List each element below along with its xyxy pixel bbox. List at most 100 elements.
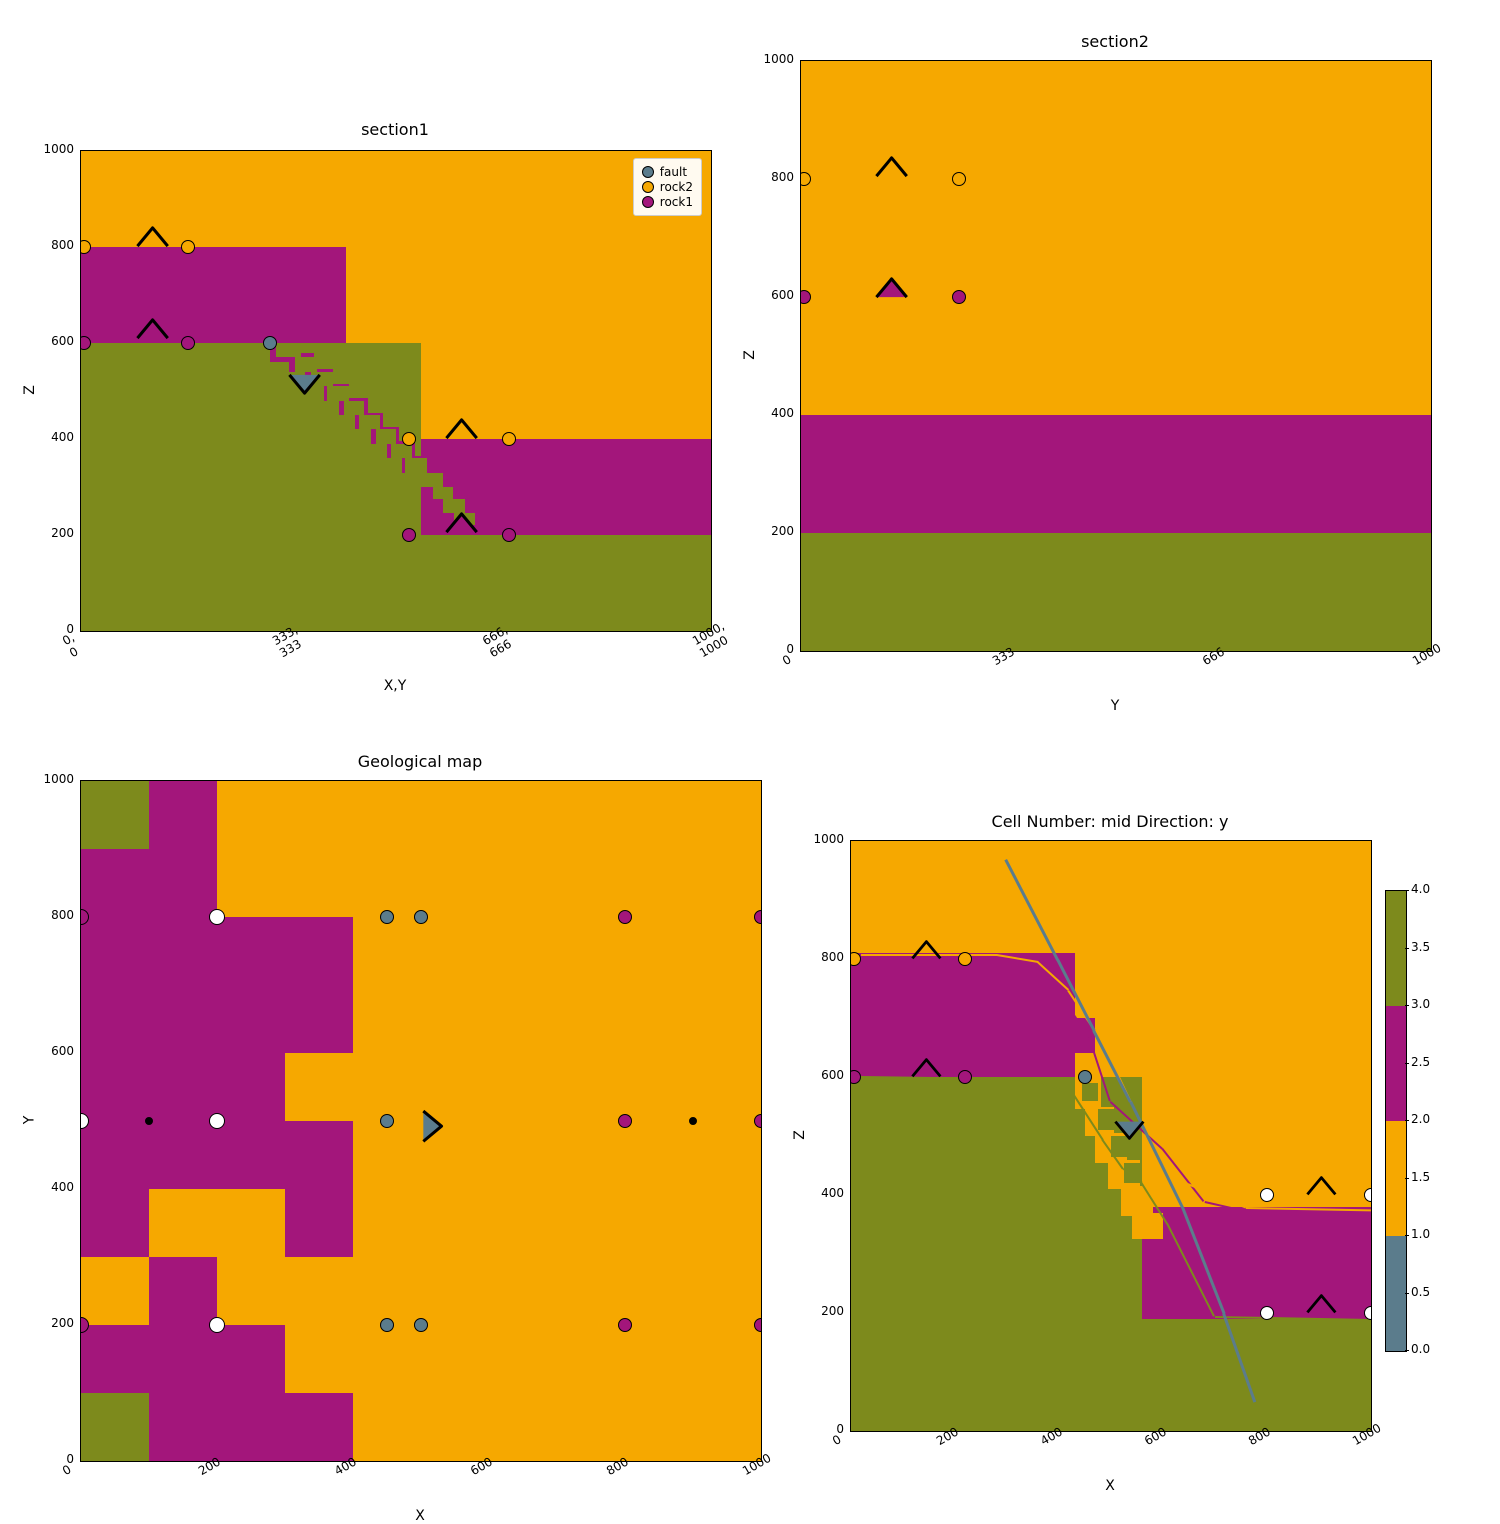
data-marker <box>209 1113 225 1129</box>
color-region <box>149 1189 285 1257</box>
section2-xlabel: Y <box>800 698 1430 714</box>
data-marker <box>209 1317 225 1333</box>
data-marker <box>1078 1070 1092 1084</box>
data-marker <box>800 172 811 186</box>
colorbar-tick-mark <box>1405 1235 1409 1236</box>
legend-label: fault <box>660 165 687 179</box>
data-marker <box>380 910 394 924</box>
legend-label: rock1 <box>660 195 693 209</box>
cellmid-title: Cell Number: mid Direction: y <box>850 812 1370 831</box>
color-region <box>285 1325 353 1393</box>
color-region <box>81 781 149 849</box>
section1-ytick: 600 <box>51 334 74 348</box>
cellmid-ytick: 400 <box>821 1186 844 1200</box>
color-region <box>217 781 353 917</box>
legend-item: rock1 <box>642 195 693 209</box>
data-marker <box>958 952 972 966</box>
colorbar-tick: 3.0 <box>1411 997 1430 1011</box>
data-marker <box>1364 1306 1372 1320</box>
data-marker <box>209 909 225 925</box>
colorbar-segment <box>1386 1121 1406 1236</box>
geomap-ytick: 400 <box>51 1180 74 1194</box>
section2-ytick: 1000 <box>763 52 794 66</box>
orientation-marker <box>874 275 905 301</box>
section1-ytick: 400 <box>51 430 74 444</box>
colorbar-tick-mark <box>1405 1120 1409 1121</box>
section1-legend: faultrock2rock1 <box>633 158 702 216</box>
colorbar-tick: 1.5 <box>1411 1170 1430 1184</box>
colorbar-tick: 2.0 <box>1411 1112 1430 1126</box>
data-marker <box>1260 1188 1274 1202</box>
section1-ytick: 800 <box>51 238 74 252</box>
legend-marker-icon <box>642 166 654 178</box>
section1-title: section1 <box>80 120 710 139</box>
data-marker <box>181 240 195 254</box>
section1-xlabel: X,Y <box>80 678 710 694</box>
colorbar-segment <box>1386 891 1406 1006</box>
data-marker <box>380 1318 394 1332</box>
orientation-marker <box>286 371 317 397</box>
colorbar-tick-mark <box>1405 1350 1409 1351</box>
data-marker <box>502 528 516 542</box>
section1-ytick: 200 <box>51 526 74 540</box>
orientation-marker <box>909 938 938 962</box>
data-marker <box>380 1114 394 1128</box>
section2-ytick: 800 <box>771 170 794 184</box>
color-region <box>421 473 443 487</box>
cellmid-xlabel: X <box>850 1478 1370 1494</box>
data-marker <box>754 910 762 924</box>
cellmid-plot <box>850 840 1372 1432</box>
color-region <box>353 781 761 1461</box>
section2-ytick: 400 <box>771 406 794 420</box>
data-marker <box>414 910 428 924</box>
section2-ytick: 200 <box>771 524 794 538</box>
color-region <box>295 357 317 371</box>
orientation-marker <box>909 1056 938 1080</box>
data-marker <box>952 172 966 186</box>
legend-marker-icon <box>642 181 654 193</box>
cellmid-ytick: 800 <box>821 950 844 964</box>
geomap-ylabel: Y <box>21 1116 37 1125</box>
section1-xtick: 0, 0 <box>60 630 84 660</box>
data-marker <box>1364 1188 1372 1202</box>
data-marker <box>952 290 966 304</box>
color-region <box>81 247 346 343</box>
colorbar-tick: 3.5 <box>1411 940 1430 954</box>
colorbar-tick-mark <box>1405 1293 1409 1294</box>
orientation-marker <box>443 416 474 442</box>
color-region <box>801 415 1431 533</box>
cellmid-ytick: 1000 <box>813 832 844 846</box>
orientation-marker <box>1305 1292 1334 1316</box>
orientation-marker <box>419 1108 450 1134</box>
color-region <box>1082 1083 1098 1101</box>
data-marker <box>754 1318 762 1332</box>
color-region <box>801 533 1431 651</box>
orientation-marker <box>1305 1174 1334 1198</box>
colorbar-tick: 2.5 <box>1411 1055 1430 1069</box>
colorbar-tick: 4.0 <box>1411 882 1430 896</box>
colorbar-tick-mark <box>1405 948 1409 949</box>
data-marker <box>402 432 416 446</box>
legend-label: rock2 <box>660 180 693 194</box>
orientation-marker <box>1112 1118 1141 1142</box>
colorbar-tick: 1.0 <box>1411 1227 1430 1241</box>
geomap-title: Geological map <box>80 752 760 771</box>
legend-marker-icon <box>642 196 654 208</box>
section1-plot <box>80 150 712 632</box>
geomap-ytick: 1000 <box>43 772 74 786</box>
orientation-marker <box>443 510 474 536</box>
color-region <box>359 415 380 429</box>
color-region <box>285 1053 353 1121</box>
colorbar-tick: 0.0 <box>1411 1342 1430 1356</box>
data-marker <box>618 1318 632 1332</box>
data-marker <box>402 528 416 542</box>
orientation-marker <box>135 316 166 342</box>
colorbar-tick: 0.5 <box>1411 1285 1430 1299</box>
color-region <box>344 401 364 415</box>
data-marker <box>800 290 811 304</box>
color-region <box>217 1257 353 1325</box>
geomap-xlabel: X <box>80 1508 760 1524</box>
data-marker <box>754 1114 762 1128</box>
color-region <box>433 487 453 499</box>
data-marker <box>80 1113 89 1129</box>
